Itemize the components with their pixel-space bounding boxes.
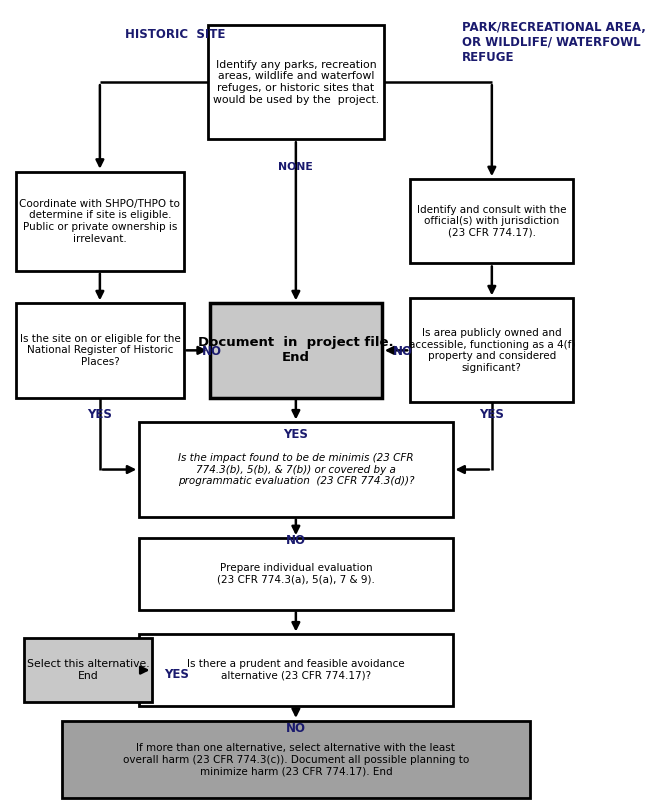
Text: If more than one alternative, select alternative with the least
overall harm (23: If more than one alternative, select alt… [123, 743, 469, 776]
Text: Is the impact found to be de minimis (23 CFR
774.3(b), 5(b), & 7(b)) or covered : Is the impact found to be de minimis (23… [177, 453, 414, 486]
Text: NO: NO [202, 345, 222, 358]
Text: YES: YES [284, 427, 308, 441]
FancyBboxPatch shape [208, 25, 384, 139]
Text: HISTORIC  SITE: HISTORIC SITE [125, 27, 225, 40]
Text: Select this alternative.
End: Select this alternative. End [27, 659, 149, 681]
FancyBboxPatch shape [139, 538, 453, 609]
FancyBboxPatch shape [139, 634, 453, 706]
Text: NO: NO [286, 722, 306, 735]
FancyBboxPatch shape [16, 171, 184, 271]
FancyBboxPatch shape [25, 638, 153, 703]
FancyBboxPatch shape [410, 179, 574, 263]
FancyBboxPatch shape [410, 298, 574, 402]
FancyBboxPatch shape [139, 423, 453, 517]
Text: YES: YES [479, 408, 504, 421]
FancyBboxPatch shape [16, 303, 184, 398]
Text: Document  in  project file.
End: Document in project file. End [198, 336, 394, 365]
Text: PARK/RECREATIONAL AREA,
OR WILDLIFE/ WATERFOWL
REFUGE: PARK/RECREATIONAL AREA, OR WILDLIFE/ WAT… [462, 21, 645, 64]
Text: NO: NO [392, 345, 413, 358]
Text: Is area publicly owned and
accessible, functioning as a 4(f)
property and consid: Is area publicly owned and accessible, f… [408, 328, 575, 373]
Text: YES: YES [88, 408, 112, 421]
Text: NONE: NONE [278, 162, 313, 171]
Text: YES: YES [164, 668, 189, 681]
Text: Is the site on or eligible for the
National Register of Historic
Places?: Is the site on or eligible for the Natio… [19, 334, 180, 367]
Text: Identify any parks, recreation
areas, wildlife and waterfowl
refuges, or histori: Identify any parks, recreation areas, wi… [212, 60, 379, 105]
Text: NO: NO [286, 534, 306, 547]
Text: Is there a prudent and feasible avoidance
alternative (23 CFR 774.17)?: Is there a prudent and feasible avoidanc… [187, 659, 404, 681]
FancyBboxPatch shape [210, 303, 382, 398]
Text: Coordinate with SHPO/THPO to
determine if site is eligible.
Public or private ow: Coordinate with SHPO/THPO to determine i… [19, 199, 181, 244]
Text: Prepare individual evaluation
(23 CFR 774.3(a), 5(a), 7 & 9).: Prepare individual evaluation (23 CFR 77… [217, 563, 374, 584]
Text: Identify and consult with the
official(s) with jurisdiction
(23 CFR 774.17).: Identify and consult with the official(s… [417, 204, 566, 237]
FancyBboxPatch shape [62, 720, 530, 799]
